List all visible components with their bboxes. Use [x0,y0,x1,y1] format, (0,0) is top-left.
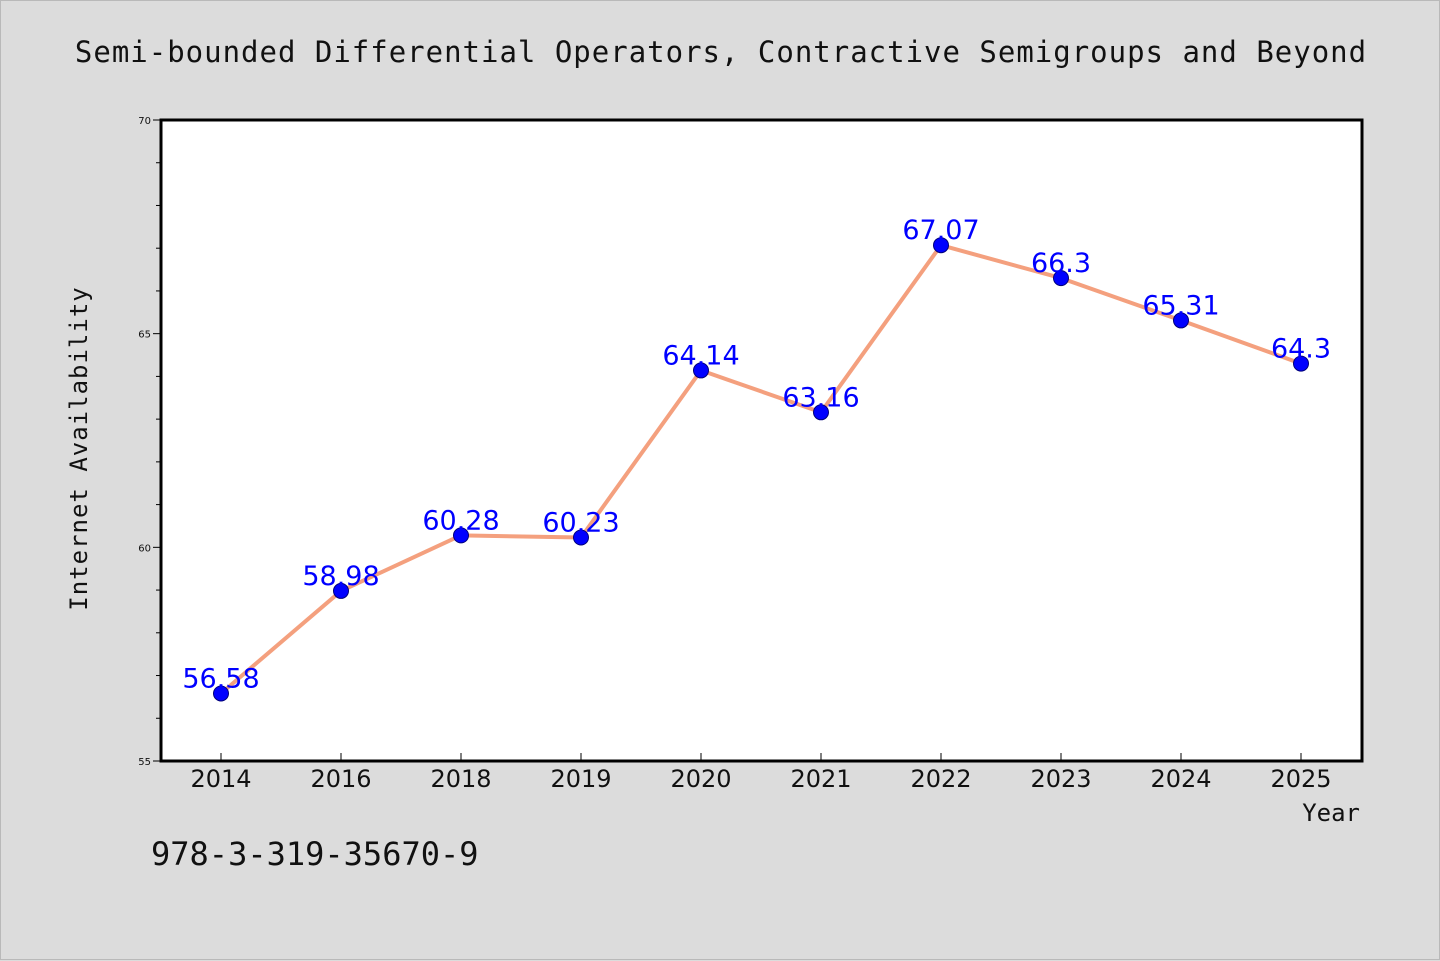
data-label: 58.98 [302,561,379,592]
data-point [1293,355,1309,372]
x-tick-label: 2022 [910,765,971,793]
data-labels: 56.58 58.98 60.28 60.23 64.14 63.16 67.07 66.3 6… [182,215,1331,694]
isbn-text: 978-3-319-35670-9 [151,835,479,873]
data-point [693,362,709,379]
x-tick-label: 2019 [550,765,611,793]
data-point [333,582,349,599]
y-tick-label: 70 [138,116,151,127]
data-point [813,404,829,421]
data-label: 65.31 [1142,290,1219,321]
data-point [213,685,229,702]
x-tick-label: 2021 [790,765,851,793]
x-tick-label: 2023 [1030,765,1091,793]
data-label: 60.23 [542,508,619,539]
x-tick-label: 2024 [1150,765,1211,793]
data-point [1053,270,1069,287]
x-axis: 2014 2016 2018 2019 2020 2021 2022 2023 2024 2025 [190,753,1332,793]
data-label: 56.58 [182,663,259,694]
x-axis-label: Year [1302,799,1360,827]
x-tick-label: 2025 [1270,765,1331,793]
data-points [213,237,1309,702]
data-label: 67.07 [902,215,979,246]
x-tick-label: 2018 [430,765,491,793]
series-line [219,243,1302,696]
x-tick-label: 2016 [310,765,371,793]
data-point [1173,312,1189,329]
data-label: 64.3 [1271,334,1331,365]
chart-title: Semi-bounded Differential Operators, Con… [74,35,1368,69]
data-label: 64.14 [662,340,739,371]
y-tick-label: 65 [138,330,151,341]
data-point [933,237,949,254]
data-point [453,527,469,544]
y-tick-label: 55 [138,757,151,768]
data-point [573,529,589,546]
data-label: 66.3 [1031,248,1091,279]
data-label: 63.16 [782,382,859,413]
y-axis: 55 60 65 70 [138,116,161,768]
x-tick-label: 2014 [190,765,251,793]
plot-area [159,118,1364,763]
data-label: 60.28 [422,505,499,536]
x-tick-label: 2020 [670,765,731,793]
y-tick-label: 60 [138,543,151,554]
y-axis-label: Internet Availability [65,286,93,610]
